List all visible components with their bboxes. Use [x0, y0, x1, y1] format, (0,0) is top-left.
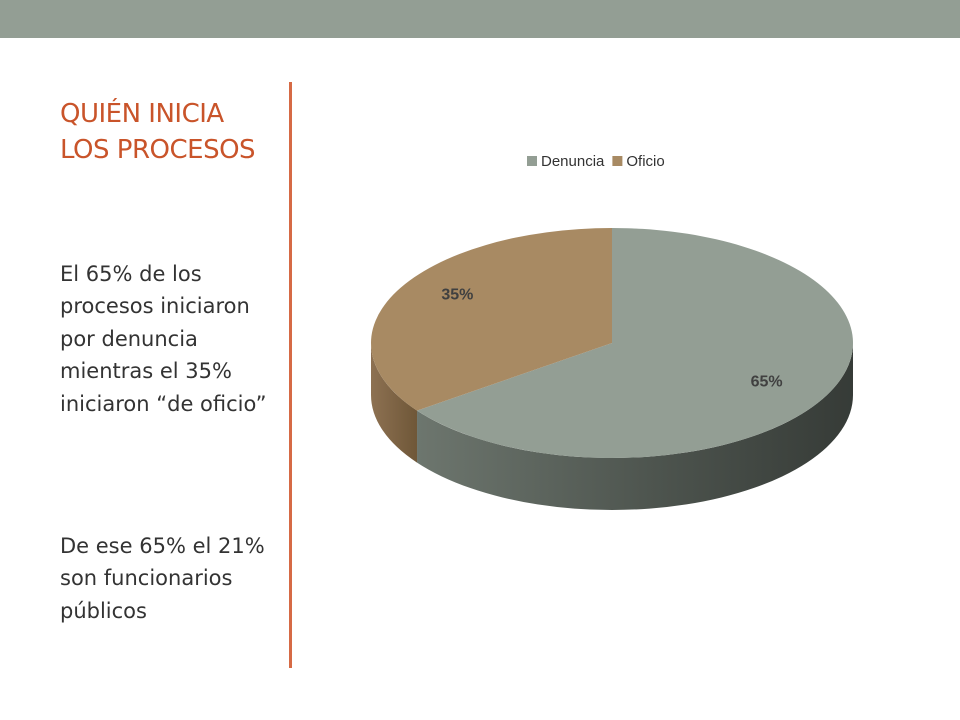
pie-data-labels: 65% 35% — [441, 287, 782, 391]
legend-label-oficio: Oficio — [626, 153, 664, 170]
legend-swatch-oficio — [612, 156, 623, 166]
data-label-oficio: 35% — [441, 287, 473, 304]
pie-side-denuncia — [417, 343, 853, 510]
pie-chart: Denuncia Oficio 65% 35% — [371, 153, 853, 510]
top-accent-bar — [0, 0, 960, 38]
pie-side-oficio — [371, 343, 418, 463]
chart-legend: Denuncia Oficio — [527, 153, 665, 170]
body-paragraph-1: El 65% de los procesos iniciaron por den… — [60, 262, 267, 416]
pie-slice-denuncia — [417, 228, 853, 458]
pie-slice-oficio — [371, 228, 612, 411]
pie-slices — [371, 228, 853, 458]
data-label-denuncia: 65% — [751, 373, 783, 390]
pie-chart-area: Denuncia Oficio 65% 35% — [300, 140, 940, 560]
pie-3d-sides — [371, 343, 853, 510]
vertical-divider — [289, 82, 292, 668]
slide-title: QUIÉN INICIA LOS PROCESOS — [60, 99, 256, 165]
legend-swatch-denuncia — [527, 156, 537, 166]
body-paragraph-2: De ese 65% el 21% son funcionarios públi… — [60, 534, 265, 623]
legend-label-denuncia: Denuncia — [541, 153, 605, 170]
